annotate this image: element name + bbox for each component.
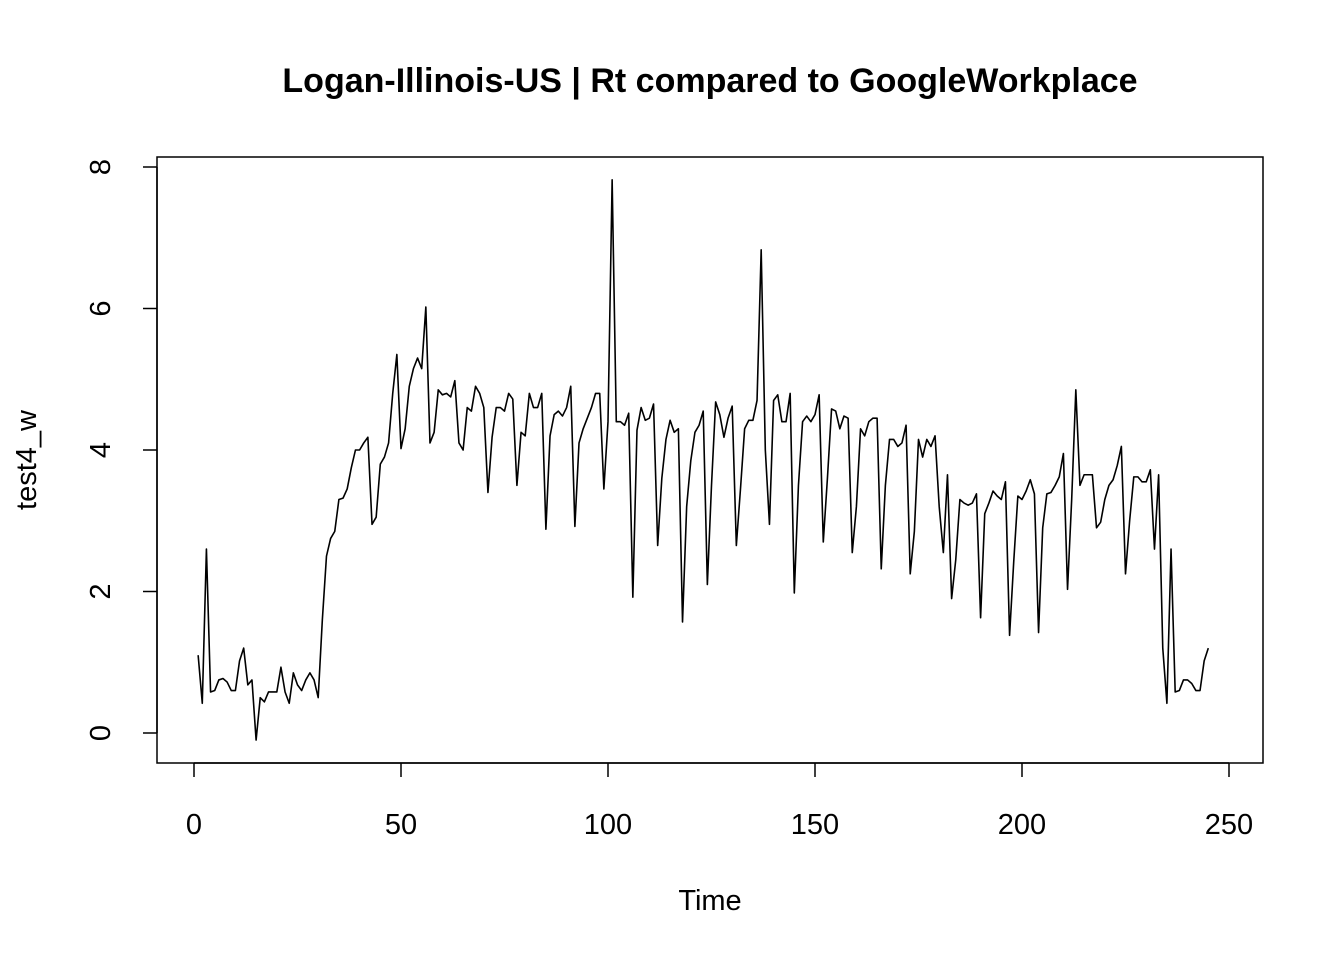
y-tick-label: 2 [85,583,117,599]
x-tick-label: 100 [584,809,632,841]
series-line [197,178,1210,741]
plot-frame [156,156,1264,764]
x-tick-label: 150 [791,809,839,841]
x-axis: 0 50 100 150 200 250 [186,762,1253,841]
x-tick-label: 0 [186,809,202,841]
y-tick-label: 8 [85,159,117,175]
y-axis: 0 2 4 6 8 [85,159,158,741]
y-tick-label: 0 [85,725,117,741]
y-tick-label: 6 [85,300,117,316]
x-tick-label: 200 [998,809,1046,841]
x-axis-label: Time [678,885,741,917]
x-tick-label: 50 [385,809,417,841]
y-tick-label: 4 [85,442,117,458]
y-axis-label: test4_w [11,409,43,510]
chart-title: Logan-Illinois-US | Rt compared to Googl… [282,62,1137,100]
x-tick-label: 250 [1205,809,1253,841]
